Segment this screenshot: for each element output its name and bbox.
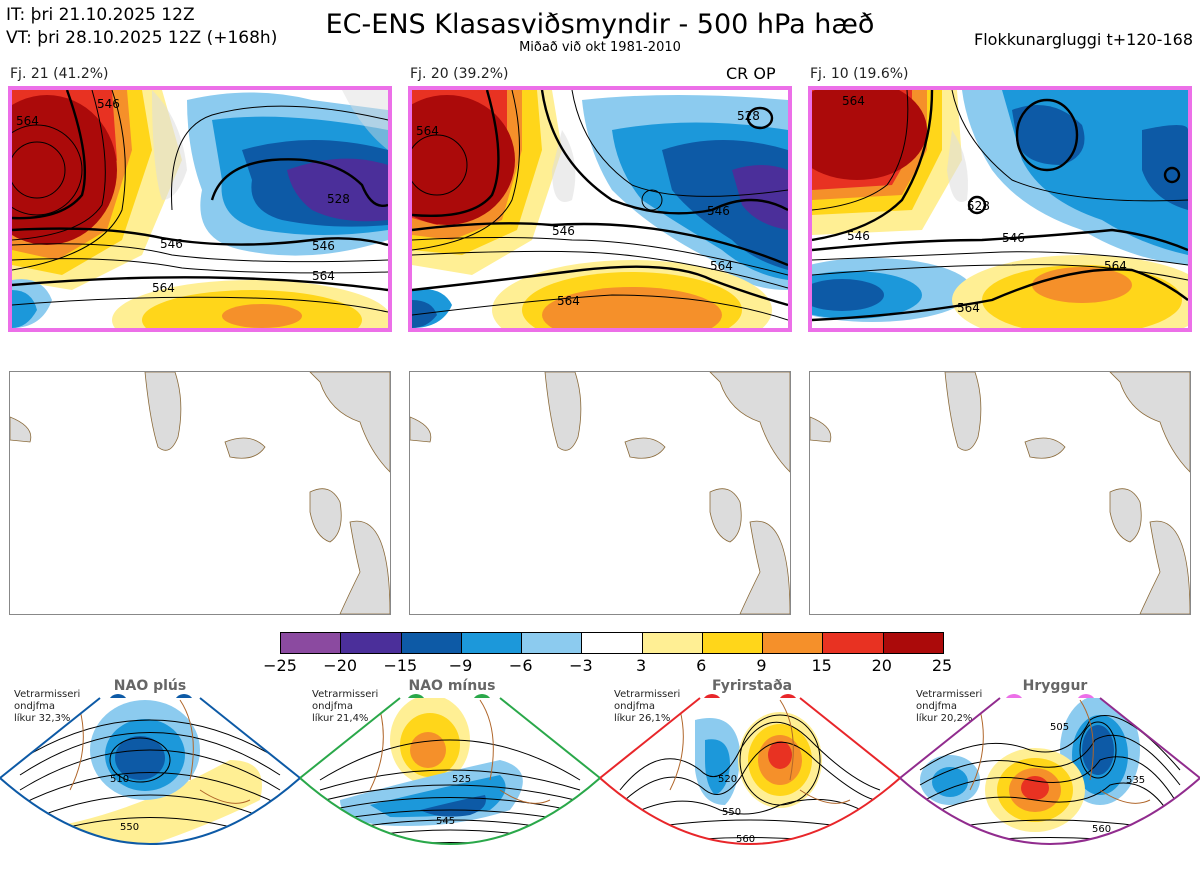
regime-1-title: NAO plús — [113, 678, 187, 694]
contour-label: 564 — [152, 281, 175, 295]
page-subtitle: Miðað við okt 1981-2010 — [519, 40, 681, 55]
regime-3-map: 520 550 560 — [600, 697, 900, 845]
contour-label: 564 — [416, 124, 439, 138]
contour-label: 564 — [842, 94, 865, 108]
contour-label: 546 — [552, 224, 575, 238]
contour-label: 546 — [97, 97, 120, 111]
contour-label: 550 — [722, 807, 741, 818]
contour-label: 550 — [120, 822, 139, 833]
colorbar-tick-label: −9 — [448, 656, 473, 675]
contour-label: 564 — [1104, 259, 1127, 273]
contour-label: 535 — [1126, 775, 1145, 786]
cluster-3-blank-map — [809, 371, 1191, 615]
initial-time: IT: þri 21.10.2025 12Z — [6, 5, 195, 25]
regime-note-line: Vetrarmisseri — [614, 689, 681, 700]
regime-note-line: ondjfma — [14, 701, 55, 712]
cluster-2-blank-map — [409, 371, 791, 615]
cluster-2-map: 564 546 546 564 564 528 — [408, 86, 792, 332]
contour-label: 564 — [957, 301, 980, 315]
contour-label: 546 — [160, 237, 183, 251]
regime-1-note: Vetrarmisseri ondjfma líkur 32,3% — [14, 689, 80, 725]
regime-note-line: líkur 20,2% — [916, 713, 973, 724]
colorbar-segment — [882, 633, 943, 653]
colorbar-segment — [340, 633, 401, 653]
contour-label: 520 — [718, 774, 737, 785]
cluster-1-map: 546 546 564 564 564 528 546 — [8, 86, 392, 332]
contour-label: 505 — [1050, 722, 1069, 733]
contour-label: 564 — [557, 294, 580, 308]
colorbar-segment — [581, 633, 642, 653]
regime-1-map: 510 550 — [0, 697, 300, 845]
regime-note-line: ondjfma — [916, 701, 957, 712]
contour-label: 564 — [312, 269, 335, 283]
colorbar-tick-label: 3 — [635, 656, 647, 675]
contour-label: 546 — [847, 229, 870, 243]
regime-4-map: 505 535 560 — [900, 697, 1200, 845]
cluster-1-label: Fj. 21 (41.2%) — [10, 66, 109, 82]
contour-label: 545 — [436, 816, 455, 827]
contour-label: 528 — [737, 109, 760, 123]
colorbar-segment — [822, 633, 883, 653]
cluster-1-blank-map — [9, 371, 391, 615]
regime-note-line: líkur 26,1% — [614, 713, 671, 724]
regime-2-note: Vetrarmisseri ondjfma líkur 21,4% — [312, 689, 378, 725]
colorbar-tick-label: 9 — [756, 656, 767, 675]
contour-label: 565 — [446, 850, 465, 861]
colorbar-segment — [701, 633, 763, 653]
colorbar-segment — [762, 633, 823, 653]
colorbar-tick-label: −20 — [323, 656, 358, 675]
contour-label: 564 — [16, 114, 39, 128]
contour-label: 560 — [736, 834, 755, 845]
colorbar-segment — [400, 633, 461, 653]
header-dates: IT: þri 21.10.2025 12Z VT: þri 28.10.202… — [6, 4, 277, 50]
colorbar-tick-label: 20 — [871, 656, 892, 675]
regime-3-note: Vetrarmisseri ondjfma líkur 26,1% — [614, 689, 680, 725]
regime-3-title: Fyrirstaða — [711, 678, 793, 694]
cluster-3-map: 564 546 546 564 564 528 — [808, 86, 1192, 332]
colorbar-tick-label: −15 — [383, 656, 418, 675]
regime-note-line: Vetrarmisseri — [312, 689, 379, 700]
regime-note-line: líkur 32,3% — [14, 713, 71, 724]
colorbar-tick-label: 6 — [696, 656, 707, 675]
regime-note-line: ondjfma — [312, 701, 353, 712]
colorbar-tick-label: −25 — [263, 656, 297, 675]
regime-2-map: 525 545 565 — [300, 697, 600, 861]
contour-label: 546 — [1002, 231, 1025, 245]
contour-label: 564 — [710, 259, 733, 273]
colorbar-segment — [281, 633, 341, 653]
regime-note-line: Vetrarmisseri — [14, 689, 81, 700]
contour-label: 525 — [452, 774, 471, 785]
colorbar — [280, 632, 944, 654]
regime-note-line: líkur 21,4% — [312, 713, 369, 724]
contour-label: 560 — [1092, 824, 1111, 835]
contour-label: 510 — [110, 774, 129, 785]
colorbar-tick-label: 15 — [811, 656, 832, 675]
regime-4-note: Vetrarmisseri ondjfma líkur 20,2% — [916, 689, 982, 725]
cluster-2-label: Fj. 20 (39.2%) — [410, 66, 509, 82]
valid-time: VT: þri 28.10.2025 12Z (+168h) — [6, 28, 278, 48]
cluster-3-label: Fj. 10 (19.6%) — [810, 66, 909, 82]
colorbar-segment — [460, 633, 522, 653]
contour-label: 528 — [967, 199, 990, 213]
colorbar-tick-label: −3 — [569, 656, 593, 675]
classification-window: Flokkunargluggi t+120-168 — [974, 30, 1193, 49]
contour-label: 546 — [312, 239, 335, 253]
page-title: EC-ENS Klasasviðsmyndir - 500 hPa hæð — [325, 9, 875, 40]
colorbar-tick-label: 25 — [931, 656, 953, 675]
cluster-2-tag: CR OP — [726, 64, 776, 83]
regime-4-title: Hryggur — [1022, 678, 1088, 694]
colorbar-segment — [521, 633, 582, 653]
contour-label: 528 — [327, 192, 350, 206]
regime-note-line: ondjfma — [614, 701, 655, 712]
contour-label: 546 — [707, 204, 730, 218]
regime-note-line: Vetrarmisseri — [916, 689, 983, 700]
colorbar-tick-label: −6 — [508, 656, 533, 675]
regime-2-title: NAO mínus — [408, 678, 496, 694]
colorbar-segment — [641, 633, 702, 653]
